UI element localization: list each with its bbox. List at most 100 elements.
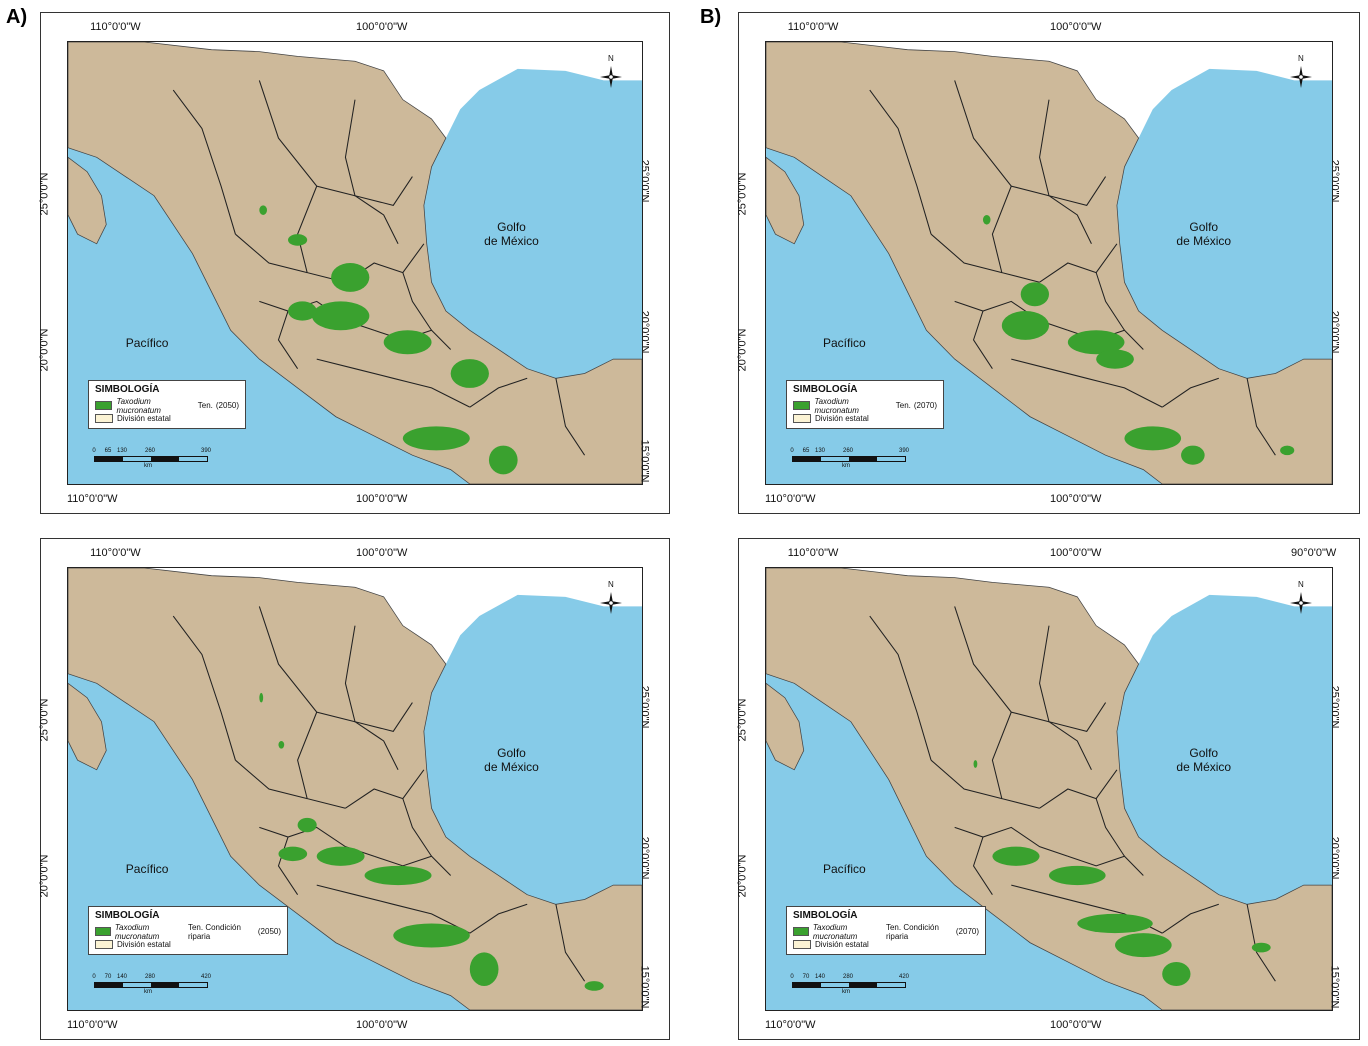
- legend-row-distribution: Taxodium mucronatum Ten. Condición ripar…: [793, 922, 979, 941]
- compass-icon: [1290, 592, 1312, 614]
- map-canvas: Pacífico Golfo de México N SIMBOLOGÍA Ta…: [67, 567, 643, 1011]
- distribution-patch: [1162, 961, 1191, 986]
- legend-author: Ten.: [895, 401, 911, 410]
- scale-tick-label: 65: [104, 448, 112, 454]
- legend-author: Ten. Condición riparia: [885, 922, 939, 941]
- mexico-mainland: [766, 42, 1332, 484]
- state-borders: [869, 606, 1276, 982]
- distribution-layer: [973, 760, 1271, 986]
- longitude-label-110-bottom: 110°0'0"W: [765, 1019, 816, 1031]
- gulf-of-mexico-label: Golfo de México: [1176, 220, 1231, 248]
- baja-california-sur: [766, 682, 805, 771]
- scale-tick-label: 420: [898, 974, 910, 980]
- longitude-label-90-top: 90°0'0"W: [1291, 547, 1337, 559]
- mexico-mainland: [68, 568, 642, 1010]
- scale-tick-label: 0: [790, 448, 794, 454]
- baja-california-sur: [68, 682, 107, 771]
- longitude-label-100-bottom: 100°0'0"W: [1050, 1019, 1102, 1031]
- latitude-label-25-left: 25°0'0"N: [38, 172, 51, 216]
- map-panel-a-top: 110°0'0"W 100°0'0"W 110°0'0"W 100°0'0"W …: [38, 12, 670, 514]
- scale-ticks: 0 65 130 260 390: [92, 448, 211, 456]
- gulf-label-line-2: de México: [484, 760, 539, 775]
- scale-bar: 0 70 140 280 420 km: [92, 974, 211, 995]
- distribution-patch: [1280, 445, 1295, 456]
- legend-species-name: Taxodium mucronatum: [114, 922, 160, 941]
- scale-bar-graphic: [94, 982, 208, 988]
- distribution-patch: [1181, 445, 1205, 465]
- distribution-patch: [278, 740, 285, 749]
- distribution-patch: [288, 301, 317, 321]
- gulf-label-line-2: de México: [484, 234, 539, 249]
- longitude-label-110-top: 110°0'0"W: [90, 547, 141, 559]
- gulf-label-line-1: Golfo: [1189, 220, 1219, 235]
- distribution-patch: [1020, 282, 1049, 307]
- legend: SIMBOLOGÍA Taxodium mucronatum Ten. (207…: [786, 380, 944, 429]
- mexico-mainland: [68, 42, 642, 484]
- distribution-layer: [259, 692, 604, 991]
- distribution-patch: [469, 952, 499, 986]
- longitude-label-110-top: 110°0'0"W: [90, 21, 141, 33]
- distribution-patch: [1096, 349, 1134, 369]
- legend-swatch-distribution: [793, 401, 811, 410]
- pacific-ocean-label: Pacífico: [125, 336, 169, 351]
- map-canvas: Pacífico Golfo de México N SIMBOLOGÍA Ta…: [67, 41, 643, 485]
- legend-swatch-distribution: [95, 927, 111, 936]
- longitude-label-110-bottom: 110°0'0"W: [67, 1019, 118, 1031]
- distribution-patch: [331, 263, 370, 292]
- baja-california-sur: [766, 156, 805, 245]
- gulf-of-mexico-label: Golfo de México: [484, 746, 539, 774]
- distribution-patch: [1067, 330, 1125, 355]
- distribution-patch: [402, 426, 470, 451]
- legend-row-state: División estatal: [95, 938, 281, 951]
- gulf-label-line-1: Golfo: [497, 746, 526, 761]
- scale-unit: km: [842, 989, 850, 995]
- north-letter: N: [1298, 54, 1304, 63]
- scale-tick-label: 130: [116, 448, 128, 454]
- map-panel-b-bottom: 110°0'0"W 100°0'0"W 110°0'0"W 100°0'0"W …: [736, 538, 1360, 1040]
- distribution-patch: [383, 330, 432, 355]
- distribution-patch: [488, 445, 518, 475]
- longitude-label-100-bottom: 100°0'0"W: [356, 493, 408, 505]
- longitude-label-110-top: 110°0'0"W: [787, 21, 839, 33]
- gulf-label-line-1: Golfo: [497, 220, 526, 235]
- scale-ticks: 0 70 140 280 420: [790, 974, 910, 982]
- legend-row-distribution: Taxodium mucronatum Ten. (2070): [793, 397, 937, 415]
- scale-ticks: 0 70 140 280 420: [92, 974, 211, 982]
- scale-bar-graphic: [792, 982, 906, 988]
- usa-territory: [68, 568, 642, 665]
- legend-swatch-distribution: [793, 927, 809, 936]
- map-canvas: Pacífico Golfo de México N SIMBOLOGÍA Ta…: [765, 567, 1333, 1011]
- usa-territory: [766, 568, 1332, 665]
- legend-author: Ten. Condición riparia: [187, 922, 241, 941]
- scale-ticks: 0 65 130 260 390: [790, 448, 909, 456]
- legend-row-state: División estatal: [793, 412, 937, 425]
- scale-tick-label: 260: [842, 448, 854, 454]
- latitude-label-20-left: 20°0'0"N: [736, 328, 749, 372]
- scale-unit: km: [144, 989, 152, 995]
- compass-icon: [1290, 66, 1312, 88]
- longitude-label-100-top: 100°0'0"W: [356, 547, 408, 559]
- gulf-label-line-2: de México: [1176, 760, 1232, 775]
- distribution-patch: [364, 865, 432, 886]
- north-letter: N: [608, 580, 614, 589]
- scale-tick-label: 0: [92, 448, 96, 454]
- north-arrow: N: [1286, 580, 1316, 618]
- pacific-ocean-label: Pacífico: [823, 336, 866, 351]
- state-borders: [172, 606, 586, 982]
- scale-tick-label: 70: [104, 974, 112, 980]
- legend-row-distribution: Taxodium mucronatum Ten. Condición ripar…: [95, 922, 281, 941]
- scale-tick-label: 0: [790, 974, 794, 980]
- legend-title: SIMBOLOGÍA: [95, 384, 160, 395]
- distribution-patch: [1251, 942, 1271, 953]
- pacific-ocean-label: Pacífico: [125, 862, 169, 877]
- longitude-label-100-bottom: 100°0'0"W: [356, 1019, 408, 1031]
- latitude-label-15-right: 15°0'0"N: [638, 439, 651, 483]
- distribution-layer: [259, 205, 518, 475]
- scale-tick-label: 280: [842, 974, 854, 980]
- legend-row-state: División estatal: [95, 412, 239, 425]
- distribution-patch: [288, 234, 308, 246]
- longitude-label-100-bottom: 100°0'0"W: [1050, 493, 1102, 505]
- scale-tick-label: 130: [814, 448, 826, 454]
- distribution-patch: [1001, 311, 1049, 340]
- scale-bar: 0 65 130 260 390 km: [92, 448, 211, 469]
